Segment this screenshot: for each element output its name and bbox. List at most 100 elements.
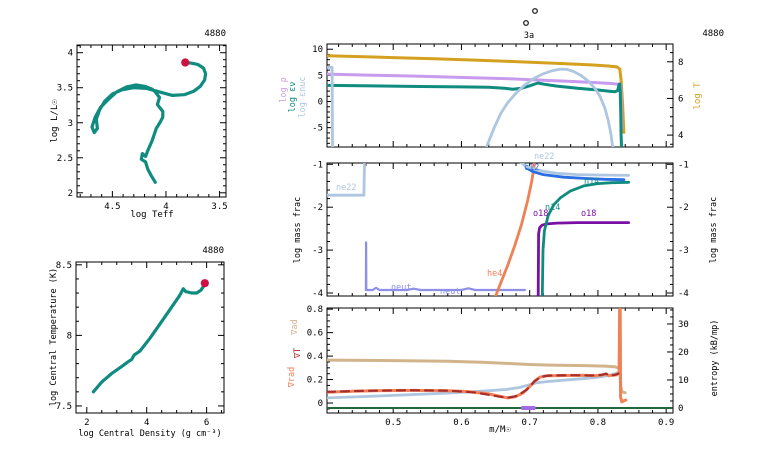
x-tick-label: 6: [204, 418, 209, 428]
curve-label-ne22: ne22: [534, 152, 554, 162]
y-tick-label: 0.8: [307, 305, 323, 315]
y2-axis-title: entropy (kB/mp): [710, 320, 720, 397]
y-tick-label: 0: [318, 98, 323, 108]
curve-label-he4: he4: [487, 269, 502, 279]
burn-zone-marker: [523, 20, 530, 27]
y-axis-title-log-eps-nu: log εν: [288, 82, 298, 113]
y-tick-label: 3.5: [57, 84, 73, 94]
y-tick-label: 8: [67, 331, 72, 341]
profile-abundances-panel: -1 -2 -3 -4 -1 -2 -3 -4 log mass frac log mass fr…: [293, 152, 719, 299]
series-log-eps-nuc-shell: [485, 67, 614, 147]
x-tick-label: 0.8: [590, 418, 606, 428]
x-axis-title: m/M☉: [489, 425, 511, 435]
curve-label-neut: neut: [440, 287, 460, 297]
x-tick-label: 0.5: [385, 418, 401, 428]
series-ne22-envelope: [520, 163, 630, 177]
series-o18: [536, 221, 630, 296]
y-tick-label: 0.4: [307, 352, 323, 362]
curve-label-neut: neut: [391, 283, 411, 293]
profile-gradients-panel: 0.5 0.6 0.7 0.8 0.9 0 0.2 0.4 0.6 0.8 0 10 20 30 m/M☉ ∇…: [287, 305, 720, 435]
y-tick-label: 3: [68, 119, 73, 129]
series-grad-T: [327, 372, 620, 399]
series-neut: [364, 241, 526, 292]
y-tick-label: 0.6: [307, 329, 323, 339]
y-tick-label: 4: [68, 49, 73, 59]
x-tick-label: 4: [144, 418, 149, 428]
y-axis-title-log-eps-nuc: log εnuc: [298, 77, 308, 118]
y-tick-label: 0: [318, 399, 323, 409]
y-axis-title-grad-rad: ∇rad: [287, 367, 297, 388]
panel-frame: [75, 261, 225, 414]
x-tick-label: 2: [84, 418, 89, 428]
y2-tick-label: -1: [678, 160, 689, 170]
y2-tick-label: 20: [678, 348, 689, 358]
series-log-eps-nu: [327, 81, 623, 147]
series-evolution-track: [90, 60, 208, 184]
burn-zone-marker: [532, 7, 539, 14]
curve-label-o18: o18: [533, 209, 548, 219]
x-axis-title: log Teff: [130, 210, 173, 220]
current-model-marker: [200, 279, 209, 288]
model-number: 4880: [702, 29, 724, 39]
x-tick-label: 4.5: [104, 202, 120, 212]
y2-tick-label: -3: [678, 246, 689, 256]
x-tick-label: 0.7: [522, 418, 538, 428]
series-log-eps-nuc-core: [327, 65, 334, 147]
y-tick-label: -4: [312, 289, 323, 299]
y2-axis-title: log T: [693, 82, 703, 110]
series-ne22-core: [327, 163, 366, 197]
series-n14: [540, 180, 630, 296]
x-tick-label: 0.6: [453, 418, 469, 428]
y2-tick-label: -4: [678, 289, 689, 299]
y-tick-label: 0.2: [307, 376, 323, 386]
y-axis-title: log mass frac: [293, 197, 303, 264]
current-model-marker: [181, 58, 190, 67]
x-tick-label: 3.5: [211, 202, 227, 212]
x-axis-title: log Central Density (g cm⁻³): [78, 429, 221, 439]
series-log-T: [327, 54, 626, 134]
series-central-track: [91, 283, 206, 394]
y-tick-label: 2.5: [57, 154, 73, 164]
y-axis-title-grad-T: ∇T: [293, 348, 303, 359]
y2-tick-label: -2: [678, 203, 689, 213]
y-axis-title: log L/L☉: [50, 99, 60, 143]
y2-tick-label: 8: [678, 58, 683, 68]
y-tick-label: 7.5: [56, 402, 72, 412]
y-tick-label: -3: [312, 246, 323, 256]
curve-label-ne22: ne22: [336, 183, 356, 193]
y-tick-label: -2: [312, 203, 323, 213]
y2-tick-label: 4: [678, 131, 683, 141]
y-tick-label: 5: [318, 71, 323, 81]
curve-label-n14: n14: [584, 177, 599, 187]
y-tick-label: -1: [312, 160, 323, 170]
series-c12: [521, 163, 626, 182]
curve-label-c12: c12: [524, 163, 539, 173]
series-grad-rad: [327, 308, 628, 404]
y-axis-title: log Central Temperature (K): [49, 268, 59, 406]
burn-zone-label: 3a: [524, 31, 534, 41]
model-number: 4880: [204, 29, 226, 39]
y-axis-title-grad-ad: ∇ad: [290, 319, 300, 335]
profile-thermo-panel: 10 5 0 -5 8 6 4 4880 3a log ρ log εν log εnuc log T: [279, 7, 724, 148]
panel-frame: [326, 162, 674, 297]
y-axis-title-log-rho: log ρ: [279, 77, 289, 103]
series-log-rho: [327, 72, 624, 131]
x-tick-label: 0.9: [658, 418, 674, 428]
y2-tick-label: 10: [678, 376, 689, 386]
y2-tick-label: 6: [678, 94, 683, 104]
y2-axis-title: log mass frac: [709, 197, 719, 264]
curve-label-o18: o18: [581, 209, 596, 219]
y2-tick-label: 0: [678, 404, 683, 414]
y-tick-label: -5: [312, 124, 323, 134]
y-tick-label: 2: [68, 189, 73, 199]
y2-tick-label: 30: [678, 320, 689, 330]
panel-frame: [76, 44, 227, 198]
model-number: 4880: [202, 246, 224, 256]
central-t-rho-panel: 2 4 6 7.5 8 8.5 4880 log Central Density (g cm⁻…: [49, 246, 225, 439]
y-tick-label: 10: [312, 45, 323, 55]
y-tick-label: 8.5: [56, 261, 72, 271]
hr-diagram-panel: 4.5 4 3.5 2 2.5 3 3.5 4 4880 log Teff log L/L☉: [50, 29, 228, 220]
curve-label-n14: n14: [545, 203, 560, 213]
